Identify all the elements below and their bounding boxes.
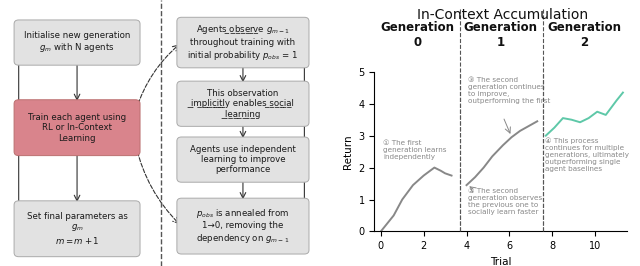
Text: Initialise new generation
$g_m$ with N agents: Initialise new generation $g_m$ with N a… <box>24 31 131 55</box>
Text: Set final parameters as
$g_m$
$m = m + 1$: Set final parameters as $g_m$ $m = m + 1… <box>27 212 127 246</box>
X-axis label: Trial: Trial <box>490 257 511 266</box>
Text: Train each agent using
RL or In-Context
Learning: Train each agent using RL or In-Context … <box>28 113 126 143</box>
FancyBboxPatch shape <box>14 20 140 65</box>
Text: Agents ̲o̲b̲s̲e̲r̲v̲e $g_{m-1}$
throughout training with
initial probability $p_: Agents ̲o̲b̲s̲e̲r̲v̲e $g_{m-1}$ througho… <box>188 23 298 62</box>
Text: ① The first
generation learns
independently: ① The first generation learns independen… <box>383 140 447 160</box>
FancyBboxPatch shape <box>14 100 140 156</box>
Text: This observation
̲i̲m̲p̲l̲i̲c̲i̲t̲l̲y enables ̲s̲o̲c̲i̲a̲l
̲l̲e̲a̲r̲n̲i̲n̲g: This observation ̲i̲m̲p̲l̲i̲c̲i̲t̲l̲y en… <box>191 89 294 119</box>
Text: In-Context Accumulation: In-Context Accumulation <box>417 8 588 22</box>
Y-axis label: Return: Return <box>343 134 353 169</box>
Text: Agents use independent
learning to improve
performance: Agents use independent learning to impro… <box>190 145 296 174</box>
Text: Generation
2: Generation 2 <box>547 21 621 49</box>
Text: Generation
1: Generation 1 <box>464 21 538 49</box>
Text: ③ The second
generation continues
to improve,
outperforming the first: ③ The second generation continues to imp… <box>468 77 550 104</box>
Text: Generation
0: Generation 0 <box>380 21 454 49</box>
FancyBboxPatch shape <box>177 137 309 182</box>
Text: ② The second
generation observes
the previous one to
socially learn faster: ② The second generation observes the pre… <box>468 188 542 215</box>
FancyBboxPatch shape <box>177 198 309 254</box>
FancyBboxPatch shape <box>14 201 140 257</box>
Text: $p_{obs}$ is annealed from
1→0, removing the
dependency on $g_{m-1}$: $p_{obs}$ is annealed from 1→0, removing… <box>196 207 290 245</box>
FancyBboxPatch shape <box>177 17 309 68</box>
FancyBboxPatch shape <box>177 81 309 126</box>
Text: ④ This process
continues for multiple
generations, ultimately
outperforming sing: ④ This process continues for multiple ge… <box>545 137 628 172</box>
